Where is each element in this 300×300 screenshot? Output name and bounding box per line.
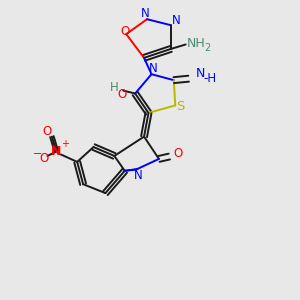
- Text: N: N: [141, 8, 150, 20]
- Text: 2: 2: [204, 44, 211, 53]
- Text: N: N: [134, 169, 142, 182]
- Text: N: N: [172, 14, 181, 27]
- Text: H: H: [110, 81, 119, 94]
- Text: N: N: [51, 145, 62, 158]
- Text: N: N: [148, 62, 157, 75]
- Text: N: N: [196, 67, 205, 80]
- Text: O: O: [40, 152, 49, 165]
- Text: O: O: [173, 147, 182, 160]
- Text: +: +: [61, 139, 69, 149]
- Text: O: O: [120, 25, 129, 38]
- Text: S: S: [176, 100, 185, 113]
- Text: ‑H: ‑H: [204, 72, 217, 85]
- Text: O: O: [43, 125, 52, 138]
- Text: NH: NH: [187, 37, 206, 50]
- Text: O: O: [117, 88, 126, 100]
- Text: −: −: [33, 149, 43, 160]
